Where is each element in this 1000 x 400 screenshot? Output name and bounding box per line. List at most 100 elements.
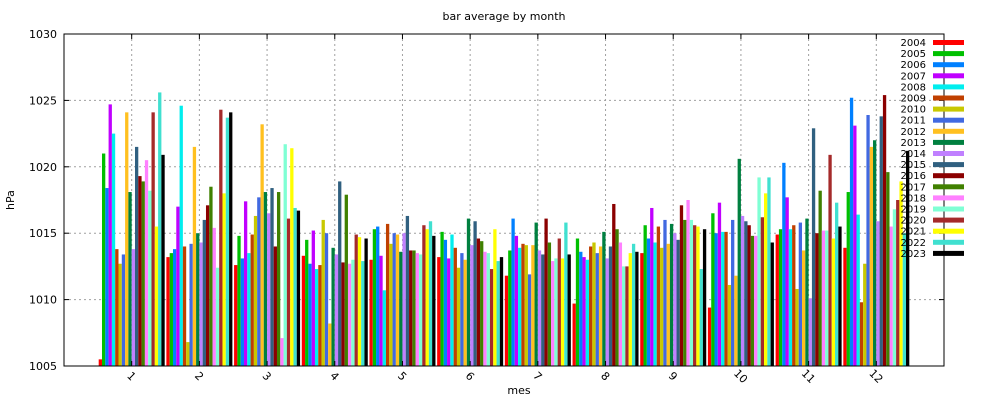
bar <box>608 246 613 366</box>
bar <box>290 148 294 366</box>
legend-label: 2018 <box>901 193 926 204</box>
bar <box>869 146 874 366</box>
x-tick-label: 11 <box>799 367 818 386</box>
bar <box>788 229 793 366</box>
bar <box>493 229 497 366</box>
bar <box>579 251 583 366</box>
bar <box>205 205 210 366</box>
bar <box>364 238 368 366</box>
bar <box>466 218 471 366</box>
bar <box>293 207 297 366</box>
bar <box>686 200 690 366</box>
bar <box>727 284 732 366</box>
legend-swatch <box>933 250 964 256</box>
bar <box>432 235 436 366</box>
bar <box>843 247 847 366</box>
legend-swatch <box>933 228 964 234</box>
x-tick-label: 2 <box>192 369 206 383</box>
bar <box>531 245 535 366</box>
bar <box>215 267 220 366</box>
bar <box>792 225 796 366</box>
bar <box>598 246 603 366</box>
bar <box>650 207 654 366</box>
bar <box>351 259 355 366</box>
legend-label: 2008 <box>901 82 926 93</box>
legend-label: 2011 <box>901 116 926 127</box>
bar <box>179 105 183 367</box>
legend-swatch <box>933 162 964 168</box>
bar <box>176 206 180 366</box>
bar <box>508 250 512 366</box>
bar <box>689 219 694 366</box>
legend-swatch <box>933 128 964 134</box>
x-tick-label: 7 <box>530 369 544 383</box>
bar <box>308 263 312 366</box>
bar <box>544 218 548 366</box>
bar <box>770 242 774 366</box>
bar <box>240 258 244 366</box>
y-tick-label: 1005 <box>29 360 57 373</box>
x-tick-label: 6 <box>463 369 477 383</box>
bar <box>243 201 248 366</box>
bar <box>154 226 159 366</box>
legend-swatch <box>933 206 964 212</box>
bar <box>483 251 487 366</box>
bar <box>802 250 806 366</box>
bar <box>225 117 230 366</box>
legend-swatch <box>933 195 964 201</box>
bar <box>460 253 464 366</box>
bar <box>635 251 639 366</box>
bar <box>372 229 377 366</box>
bar <box>518 247 522 366</box>
bars <box>98 92 910 367</box>
bar <box>572 303 576 366</box>
bar <box>463 259 467 366</box>
bar <box>415 253 419 366</box>
bar <box>447 258 451 366</box>
bar <box>296 210 301 366</box>
bar <box>754 235 758 366</box>
bar <box>131 249 135 366</box>
bar <box>247 253 251 366</box>
y-axis-label: hPa <box>4 190 17 210</box>
bar <box>557 238 561 366</box>
bar <box>158 92 162 367</box>
bar <box>486 253 490 366</box>
x-tick-label: 5 <box>395 369 409 383</box>
bar <box>679 205 684 366</box>
bar <box>764 193 768 366</box>
bar <box>818 190 822 366</box>
bar <box>640 253 644 366</box>
bar <box>889 226 893 366</box>
bar <box>873 140 877 366</box>
bar <box>489 269 494 366</box>
legend-swatch <box>933 151 964 156</box>
legend-label: 2010 <box>901 105 926 116</box>
bar <box>347 263 352 366</box>
bar <box>144 160 149 366</box>
bar <box>357 237 362 366</box>
bar <box>321 219 325 366</box>
legend-swatch <box>933 73 964 79</box>
bar <box>511 218 515 366</box>
bar <box>567 254 571 366</box>
bar <box>828 154 832 366</box>
bar <box>863 263 867 366</box>
bar <box>825 230 829 366</box>
bar <box>314 269 319 366</box>
bar <box>428 221 433 366</box>
bar <box>676 239 680 366</box>
bar <box>476 238 481 366</box>
bar <box>108 104 112 366</box>
bar <box>767 177 771 366</box>
bar <box>125 112 129 366</box>
bar <box>115 249 119 366</box>
bar <box>422 225 426 366</box>
bar <box>222 193 226 366</box>
bar <box>105 188 109 366</box>
bar <box>280 338 284 366</box>
bar <box>148 190 152 366</box>
bar <box>98 359 102 366</box>
legend-swatch <box>933 95 964 101</box>
legend-label: 2007 <box>901 71 926 82</box>
